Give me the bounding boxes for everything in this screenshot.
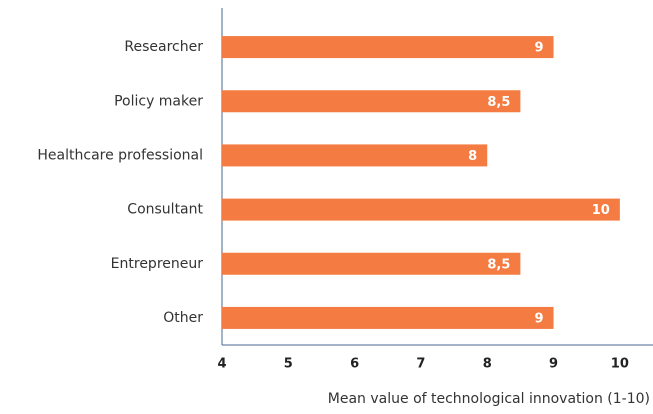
y-tick-label: Policy maker [114,93,203,109]
bar [222,252,521,275]
bar [222,198,620,221]
x-tick-label: 9 [549,357,558,372]
y-tick-label: Researcher [124,39,203,55]
bar [222,36,554,59]
x-tick-label: 6 [350,357,359,372]
value-label: 8,5 [487,95,510,110]
y-tick-label: Healthcare professional [37,147,203,163]
bar [222,144,488,167]
y-tick-label: Entrepreneur [111,256,204,272]
x-axis-label: Mean value of technological innovation (… [328,391,650,407]
x-tick-label: 10 [611,357,629,372]
value-label: 9 [534,41,543,56]
value-label: 8 [468,149,477,164]
value-label: 10 [592,203,610,218]
value-label: 9 [534,311,543,326]
bar [222,306,554,329]
x-tick-label: 4 [217,357,226,372]
x-tick-label: 7 [416,357,425,372]
y-tick-label: Other [163,310,203,326]
x-tick-label: 5 [284,357,293,372]
value-label: 8,5 [487,257,510,272]
y-tick-label: Consultant [127,202,203,218]
x-tick-label: 8 [483,357,492,372]
bar [222,90,521,113]
